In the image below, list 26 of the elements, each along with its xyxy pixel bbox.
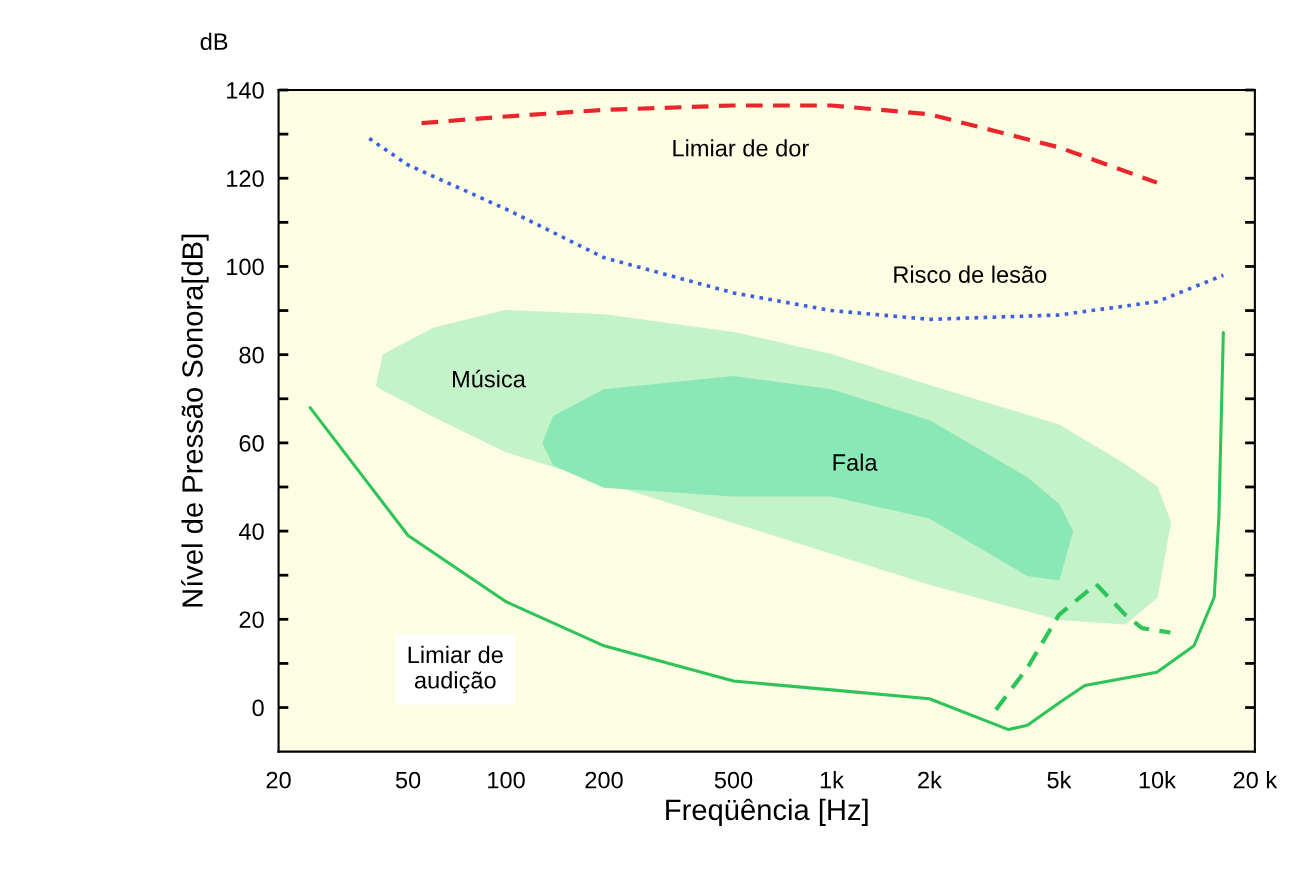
x-tick-label: 200 [585, 771, 623, 789]
x-tick-label: 5k [1047, 771, 1072, 789]
y-tick-label: 140 [227, 82, 264, 99]
y-tick-label: 40 [238, 523, 264, 540]
x-axis-title: Freqüência [Hz] [666, 798, 868, 826]
annotation: Risco de lesão [894, 265, 1047, 283]
annotation: Fala [833, 453, 878, 471]
x-tick-label: 10k [1139, 771, 1176, 789]
text: dB [200, 32, 228, 51]
annotation: Limiar de audição [408, 645, 503, 694]
y-tick-label: 60 [239, 434, 264, 452]
y-tick-label: 0 [252, 699, 264, 717]
x-tick-label: 100 [488, 771, 525, 789]
x-tick-label: 20 k [1233, 771, 1278, 789]
y-axis-title: Nível de Pressão Sonora[dB] [181, 234, 209, 607]
annotation: Limiar de dor [673, 139, 809, 157]
x-tick-label: 2k [918, 771, 942, 789]
annotation: Música [453, 369, 526, 388]
x-tick-label: 500 [714, 771, 753, 789]
x-tick-label: 1k [820, 771, 844, 789]
x-tick-label: 50 [395, 771, 421, 789]
y-tick-label: 80 [239, 346, 264, 364]
y-tick-label: 20 [239, 611, 264, 629]
y-tick-label: 120 [227, 170, 264, 188]
y-tick-label: 100 [227, 258, 264, 276]
x-tick-label: 20 [266, 771, 291, 789]
